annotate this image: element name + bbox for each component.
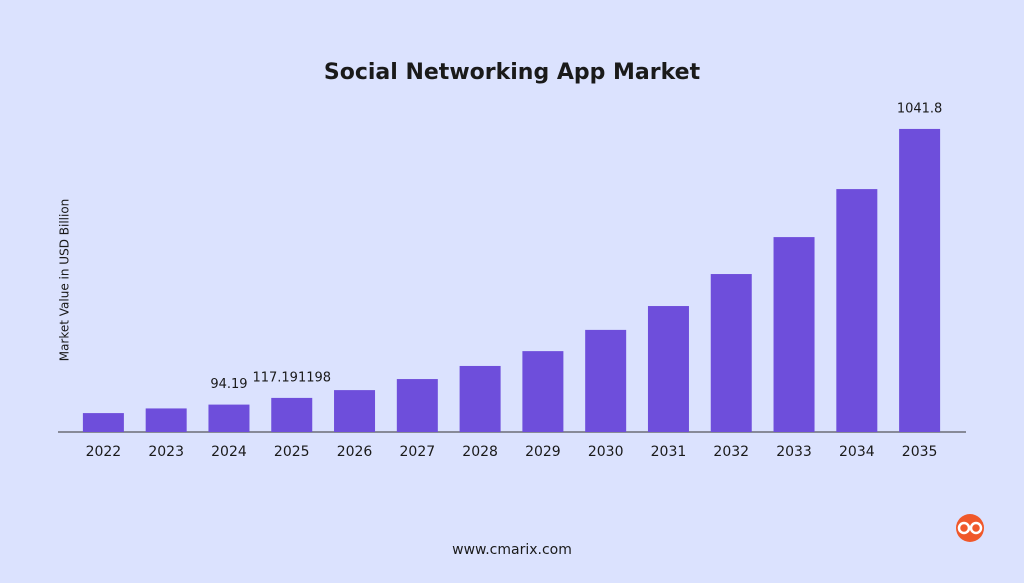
bar [647, 306, 689, 432]
value-label: 1041.8 [897, 101, 943, 116]
x-tick-label: 2022 [86, 444, 122, 460]
x-tick-label: 2030 [588, 444, 624, 460]
x-tick-label: 2031 [651, 444, 687, 460]
value-label: 117.191198 [252, 370, 331, 385]
x-tick-label: 2024 [211, 444, 247, 460]
bar [710, 274, 752, 432]
bar [334, 390, 376, 432]
x-tick-label: 2023 [148, 444, 184, 460]
bar [899, 128, 941, 432]
x-tick-label: 2029 [525, 444, 561, 460]
x-tick-label: 2027 [400, 444, 436, 460]
chart-title: Social Networking App Market [324, 60, 701, 85]
x-tick-label: 2025 [274, 444, 310, 460]
bar [271, 397, 313, 432]
x-tick-label: 2035 [902, 444, 938, 460]
value-label: 94.19 [210, 377, 247, 392]
bar [208, 404, 250, 432]
bar [836, 189, 878, 432]
bar [82, 413, 124, 432]
x-tick-label: 2033 [776, 444, 812, 460]
y-axis-title: Market Value in USD Billion [58, 199, 72, 362]
bar [459, 365, 501, 432]
bar [522, 351, 564, 432]
bar [773, 237, 815, 432]
bar [585, 329, 627, 432]
bar [145, 408, 187, 432]
x-tick-label: 2026 [337, 444, 373, 460]
footer: www.cmarix.com [452, 542, 572, 558]
x-tick-label: 2028 [462, 444, 498, 460]
x-tick-label: 2034 [839, 444, 875, 460]
logo [956, 514, 984, 542]
x-tick-label: 2032 [713, 444, 749, 460]
bar [396, 379, 438, 432]
